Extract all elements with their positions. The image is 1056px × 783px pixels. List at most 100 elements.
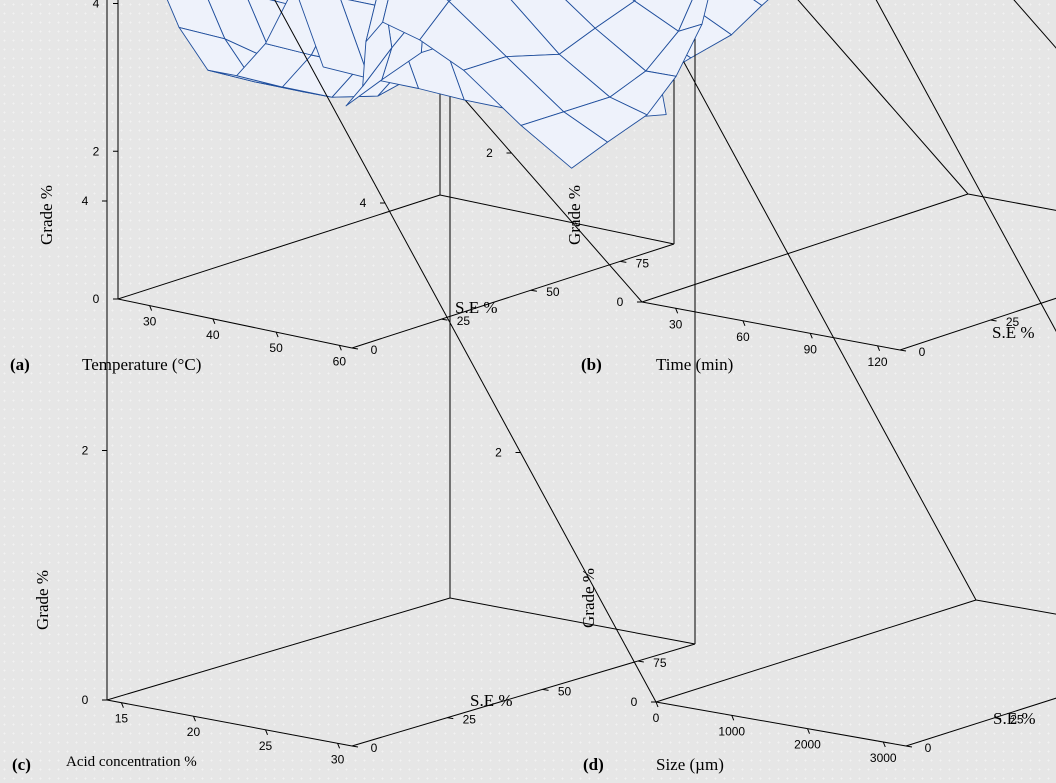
z-axis-label-d: Grade % bbox=[579, 568, 598, 628]
y-axis-label-b: S.E % bbox=[992, 323, 1035, 342]
z-tick-label-a: 4 bbox=[93, 0, 100, 11]
x-tick-label-a: 50 bbox=[269, 341, 283, 355]
y-tick-mark-c bbox=[542, 688, 549, 691]
y-tick-mark-d bbox=[994, 717, 1001, 720]
x-tick-mark-d bbox=[731, 715, 735, 721]
x-tick-label-d: 3000 bbox=[870, 751, 897, 765]
panel-label-a: (a) bbox=[10, 355, 30, 374]
floor-back-edge-b bbox=[641, 193, 969, 303]
y-tick-mark-b bbox=[899, 349, 907, 352]
z-tick-label-c: 4 bbox=[82, 194, 89, 208]
x-tick-label-c: 30 bbox=[331, 752, 345, 766]
x-tick-label-b: 30 bbox=[669, 317, 683, 331]
y-axis-label-c: S.E % bbox=[470, 691, 513, 710]
z-tick-label-a: 0 bbox=[93, 292, 100, 306]
z-tick-label-c: 2 bbox=[82, 444, 89, 458]
x-tick-label-c: 15 bbox=[115, 712, 129, 726]
x-tick-mark-a bbox=[149, 305, 153, 311]
y-tick-mark-d bbox=[905, 745, 913, 748]
y-tick-label-b: 0 bbox=[919, 345, 926, 359]
z-tick-label-c: 0 bbox=[82, 693, 89, 707]
z-axis-label-b: Grade % bbox=[565, 185, 584, 245]
back-vertical-edge-b bbox=[797, 0, 969, 195]
y-tick-label-d: 0 bbox=[925, 741, 932, 755]
y-tick-label-a: 0 bbox=[371, 343, 378, 357]
x-axis-line-b bbox=[641, 301, 901, 351]
y-axis-line-a bbox=[351, 243, 675, 349]
y-axis-label-a: S.E % bbox=[455, 298, 498, 317]
y-axis-line-c bbox=[351, 643, 696, 747]
panel-label-b: (b) bbox=[581, 355, 602, 374]
y-tick-mark-c bbox=[351, 745, 359, 748]
x-tick-label-c: 20 bbox=[187, 725, 201, 739]
y-tick-label-b: 25 bbox=[1006, 315, 1020, 329]
x-tick-label-b: 60 bbox=[736, 330, 750, 344]
z-tick-label-d: 4 bbox=[360, 196, 367, 210]
x-tick-mark-a bbox=[338, 345, 342, 351]
floor-back-edge-c bbox=[449, 597, 696, 645]
x-axis-label-c: Acid concentration % bbox=[66, 754, 197, 770]
x-axis-line-c bbox=[106, 699, 353, 747]
y-tick-mark-a bbox=[441, 318, 448, 321]
floor-back-edge-a bbox=[439, 194, 675, 245]
x-tick-mark-c bbox=[265, 729, 268, 735]
back-vertical-edge-d bbox=[875, 0, 1056, 333]
panel-label-c: (c) bbox=[12, 755, 31, 774]
x-tick-label-b: 90 bbox=[804, 342, 818, 356]
panel-d: 010002000300002550750246 (d) Size (µm) S… bbox=[274, 0, 1056, 774]
x-tick-label-d: 2000 bbox=[794, 738, 821, 752]
floor-back-edge-a bbox=[117, 194, 441, 300]
y-tick-mark-c bbox=[447, 717, 454, 720]
x-tick-mark-c bbox=[337, 743, 341, 749]
floor-back-edge-b bbox=[967, 193, 1056, 211]
z-tick-label-d: 2 bbox=[495, 446, 502, 460]
y-tick-label-c: 0 bbox=[371, 741, 378, 755]
x-axis-line-a bbox=[117, 298, 353, 349]
floor-back-edge-c bbox=[106, 597, 451, 701]
z-tick-label-a: 2 bbox=[93, 144, 100, 158]
y-tick-label-c: 75 bbox=[653, 656, 667, 670]
x-tick-label-b: 120 bbox=[868, 355, 888, 369]
y-tick-label-a: 75 bbox=[636, 256, 650, 270]
z-tick-label-d: 0 bbox=[631, 695, 638, 709]
x-tick-mark-b bbox=[877, 345, 881, 352]
x-tick-mark-b bbox=[809, 333, 813, 339]
y-tick-mark-a bbox=[351, 347, 359, 350]
x-tick-mark-c bbox=[120, 702, 124, 708]
surface-facet-d bbox=[365, 0, 389, 43]
x-tick-mark-a bbox=[275, 331, 279, 338]
x-tick-mark-b bbox=[742, 320, 746, 326]
panel-a: 3040506002550750246 (a) Temperature (°C)… bbox=[10, 0, 675, 374]
surface-facet-b bbox=[753, 0, 769, 6]
floor-back-edge-d bbox=[975, 599, 1056, 615]
x-tick-label-d: 1000 bbox=[718, 724, 745, 738]
panel-label-d: (d) bbox=[583, 755, 604, 774]
x-tick-mark-b bbox=[675, 308, 679, 314]
x-tick-label-d: 0 bbox=[653, 711, 660, 725]
x-axis-label-a: Temperature (°C) bbox=[82, 355, 201, 374]
y-tick-label-c: 50 bbox=[558, 684, 572, 698]
y-axis-line-b bbox=[899, 297, 1056, 351]
x-axis-line-d bbox=[655, 701, 907, 747]
back-vertical-edge-d bbox=[649, 0, 977, 601]
x-axis-label-d: Size (µm) bbox=[656, 755, 724, 774]
x-tick-label-a: 40 bbox=[206, 328, 220, 342]
x-tick-mark-d bbox=[807, 728, 810, 734]
x-tick-label-c: 25 bbox=[259, 739, 273, 753]
y-tick-mark-c bbox=[637, 660, 644, 663]
y-tick-mark-a bbox=[530, 289, 537, 292]
z-tick-label-b: 0 bbox=[617, 295, 624, 309]
y-tick-mark-a bbox=[620, 260, 627, 263]
x-tick-label-a: 60 bbox=[333, 354, 347, 368]
floor-back-edge-d bbox=[655, 599, 977, 703]
y-axis-label-d: S.E % bbox=[993, 709, 1036, 728]
y-tick-mark-b bbox=[990, 319, 997, 322]
y-tick-label-a: 25 bbox=[457, 314, 471, 328]
back-vertical-edge-b bbox=[1013, 0, 1056, 49]
x-tick-mark-d bbox=[882, 741, 886, 748]
z-axis-label-c: Grade % bbox=[33, 570, 52, 630]
z-axis-label-a: Grade % bbox=[37, 185, 56, 245]
surface-facet-d bbox=[520, 111, 608, 169]
y-tick-label-c: 25 bbox=[463, 713, 477, 727]
